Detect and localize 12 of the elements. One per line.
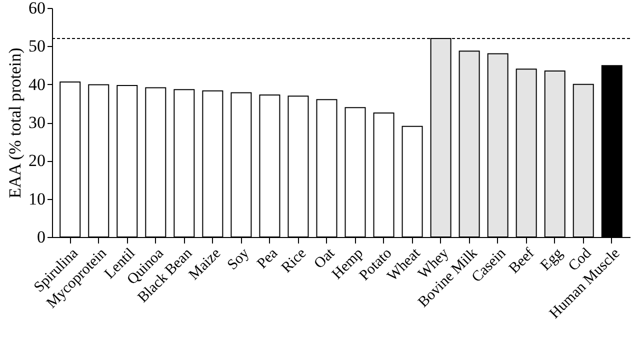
x-tick-label: Egg [538,245,567,274]
y-tick-label: 20 [28,151,46,170]
y-tick-label: 30 [28,113,46,132]
y-tick-label: 50 [28,36,46,56]
y-tick-label: 60 [28,0,46,18]
x-tick-label: Pea [254,245,282,272]
x-tick-label: Soy [224,245,253,274]
y-tick-label: 40 [28,74,46,94]
y-tick-label: 10 [28,189,46,208]
y-axis-title: EAA (% total protein) [6,48,24,198]
x-tick-label: Rice [278,245,310,276]
y-tick-label: 0 [37,228,46,246]
